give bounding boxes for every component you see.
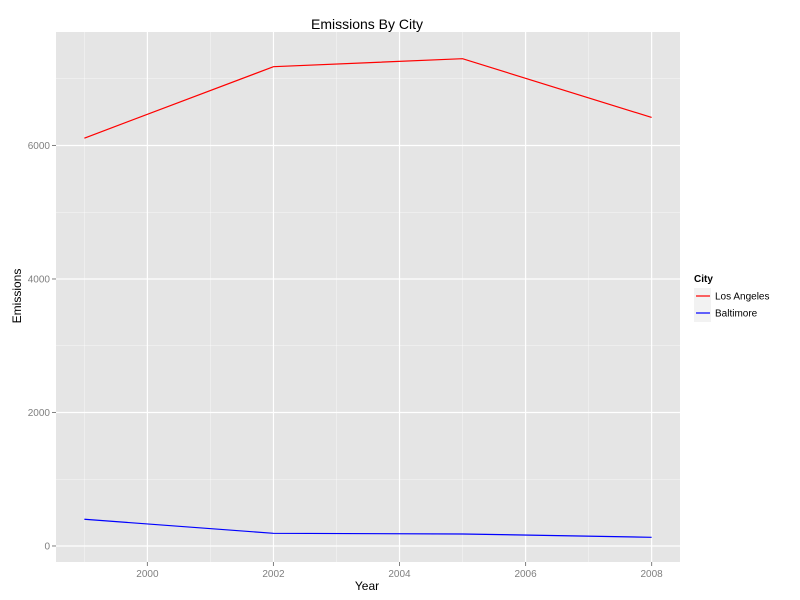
plot-panel <box>56 32 680 562</box>
y-tick-label: 4000 <box>28 274 51 285</box>
y-axis: 0 2000 4000 6000 <box>28 141 56 552</box>
x-axis: 2000 2002 2004 2006 2008 <box>136 562 663 580</box>
x-axis-label: Year <box>355 579 379 593</box>
legend: City Los Angeles Baltimore <box>694 274 770 322</box>
x-tick-label: 2000 <box>136 569 159 580</box>
y-tick-label: 2000 <box>28 408 51 419</box>
x-tick-label: 2008 <box>641 569 664 580</box>
series-layer <box>84 58 652 538</box>
y-tick-label: 0 <box>44 541 50 552</box>
y-axis-label: Emissions <box>10 269 24 324</box>
legend-item-label: Baltimore <box>715 309 758 320</box>
legend-title: City <box>694 274 713 285</box>
y-tick-label: 6000 <box>28 141 51 152</box>
legend-item-label: Los Angeles <box>715 292 770 303</box>
major-gridlines <box>56 32 680 562</box>
x-tick-label: 2002 <box>262 569 285 580</box>
chart-title: Emissions By City <box>311 16 423 32</box>
minor-gridlines <box>56 32 680 562</box>
x-tick-label: 2006 <box>514 569 537 580</box>
series-line-baltimore <box>84 518 652 538</box>
x-tick-label: 2004 <box>388 569 411 580</box>
series-line-los-angeles <box>84 58 652 139</box>
